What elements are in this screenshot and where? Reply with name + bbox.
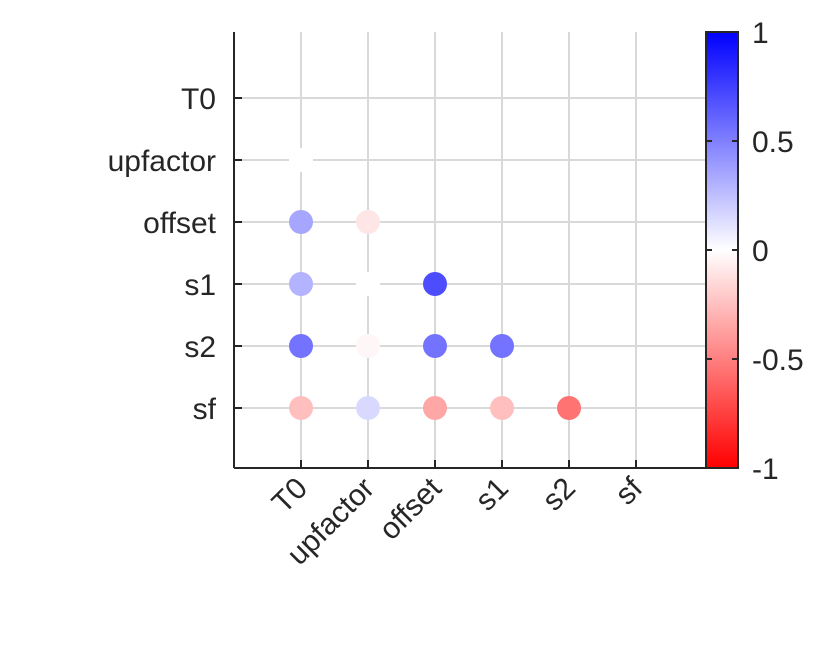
- point-T0-offset: [289, 210, 313, 234]
- y-tick-labels: T0 upfactor offset s1 s2 sf: [108, 83, 217, 426]
- point-upfactor-offset: [356, 210, 380, 234]
- axes: [233, 32, 706, 469]
- colorbar-tick-label: 0.5: [752, 126, 794, 159]
- x-tick-label-s2: s2: [536, 472, 582, 518]
- point-T0-sf: [289, 396, 313, 420]
- point-s2-sf: [557, 396, 581, 420]
- colorbar-tick-label: -0.5: [752, 344, 804, 377]
- colorbar-tick-label: 1: [752, 17, 769, 50]
- x-tick-label-sf: sf: [609, 471, 649, 511]
- point-T0-upfactor: [289, 148, 313, 172]
- y-tick-label-offset: offset: [143, 207, 216, 240]
- point-upfactor-s2: [356, 334, 380, 358]
- colorbar-tick-label: -1: [752, 453, 779, 486]
- x-tick-label-offset: offset: [373, 471, 448, 546]
- y-tick-label-T0: T0: [181, 83, 216, 116]
- point-upfactor-sf: [356, 396, 380, 420]
- y-tick-label-s1: s1: [184, 269, 216, 302]
- point-s1-s2: [490, 334, 514, 358]
- colorbar: 1 0.5 0 -0.5 -1: [705, 17, 804, 486]
- point-offset-sf: [423, 396, 447, 420]
- x-tick-label-T0: T0: [266, 472, 314, 520]
- y-tick-label-upfactor: upfactor: [108, 145, 216, 178]
- point-offset-s1: [423, 272, 447, 296]
- point-offset-s2: [423, 334, 447, 358]
- point-T0-s2: [289, 334, 313, 358]
- point-T0-s1: [289, 272, 313, 296]
- y-tick-label-sf: sf: [193, 393, 217, 426]
- point-upfactor-s1: [356, 272, 380, 296]
- data-points: [289, 148, 581, 420]
- y-tick-label-s2: s2: [184, 331, 216, 364]
- colorbar-tick-label: 0: [752, 235, 769, 268]
- x-tick-label-s1: s1: [469, 472, 515, 518]
- point-s1-sf: [490, 396, 514, 420]
